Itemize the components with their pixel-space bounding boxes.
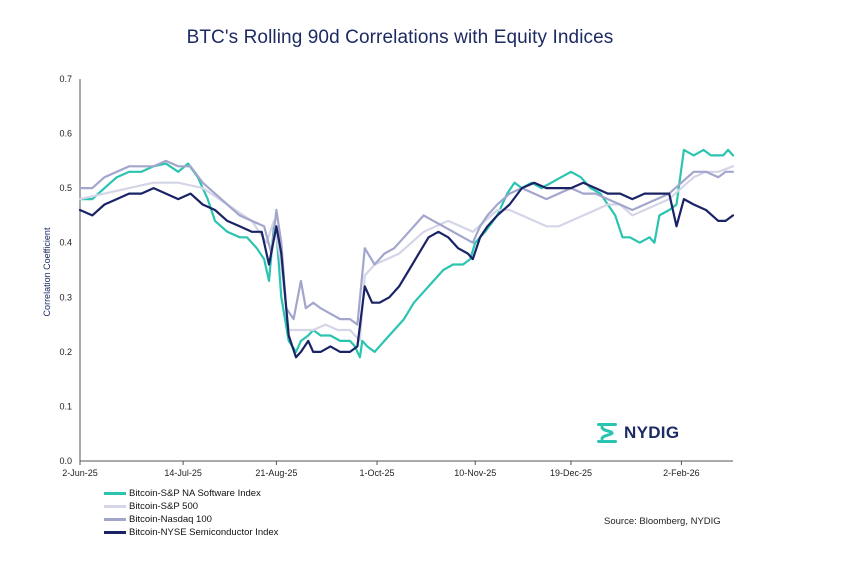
logo-text: NYDIG bbox=[624, 423, 680, 442]
legend-swatch bbox=[104, 505, 126, 508]
legend-label: Bitcoin-S&P 500 bbox=[129, 501, 199, 512]
x-tick-label: 10-Nov-25 bbox=[454, 468, 496, 478]
legend-label: Bitcoin-S&P NA Software Index bbox=[129, 488, 261, 499]
nydig-logo: NYDIG bbox=[594, 420, 679, 446]
legend-swatch bbox=[104, 492, 126, 495]
legend-label: Bitcoin-NYSE Semiconductor Index bbox=[129, 527, 279, 538]
x-tick-label: 2-Feb-26 bbox=[663, 468, 700, 478]
chart-title: BTC's Rolling 90d Correlations with Equi… bbox=[186, 27, 614, 48]
x-tick-label: 21-Aug-25 bbox=[255, 468, 297, 478]
legend-swatch bbox=[104, 531, 126, 534]
source-note: Source: Bloomberg, NYDIG bbox=[604, 516, 721, 527]
y-tick-label: 0.6 bbox=[59, 129, 72, 139]
y-tick-label: 0.1 bbox=[59, 401, 72, 411]
x-tick-label: 1-Oct-25 bbox=[360, 468, 395, 478]
y-tick-label: 0.0 bbox=[59, 456, 72, 466]
x-tick-label: 19-Dec-25 bbox=[550, 468, 592, 478]
legend: Bitcoin-S&P NA Software Index Bitcoin-S&P… bbox=[104, 487, 278, 539]
axes bbox=[79, 79, 733, 465]
legend-item: Bitcoin-S&P 500 bbox=[104, 500, 278, 513]
y-tick-label: 0.4 bbox=[59, 238, 72, 248]
legend-label: Bitcoin-Nasdaq 100 bbox=[129, 514, 212, 525]
tick-labels: 0.0 0.1 0.2 0.3 0.4 0.5 0.6 0.7 2-Jun-25 14-Jul-2… bbox=[59, 74, 699, 478]
y-tick-label: 0.5 bbox=[59, 183, 72, 193]
series-line-2 bbox=[78, 159, 735, 326]
x-tick-label: 2-Jun-25 bbox=[62, 468, 98, 478]
legend-item: Bitcoin-NYSE Semiconductor Index bbox=[104, 526, 278, 539]
series-line-1 bbox=[78, 165, 735, 342]
x-tick-label: 14-Jul-25 bbox=[164, 468, 202, 478]
series-line-3 bbox=[78, 181, 735, 359]
series-line-0 bbox=[78, 148, 735, 359]
legend-item: Bitcoin-Nasdaq 100 bbox=[104, 513, 278, 526]
series-lines bbox=[78, 148, 735, 359]
y-tick-label: 0.2 bbox=[59, 347, 72, 357]
nydig-logo-icon bbox=[597, 423, 617, 443]
y-axis-title: Correlation Coefficient bbox=[42, 227, 52, 316]
legend-item: Bitcoin-S&P NA Software Index bbox=[104, 487, 278, 500]
y-tick-label: 0.7 bbox=[59, 74, 72, 84]
y-tick-label: 0.3 bbox=[59, 292, 72, 302]
legend-swatch bbox=[104, 518, 126, 521]
